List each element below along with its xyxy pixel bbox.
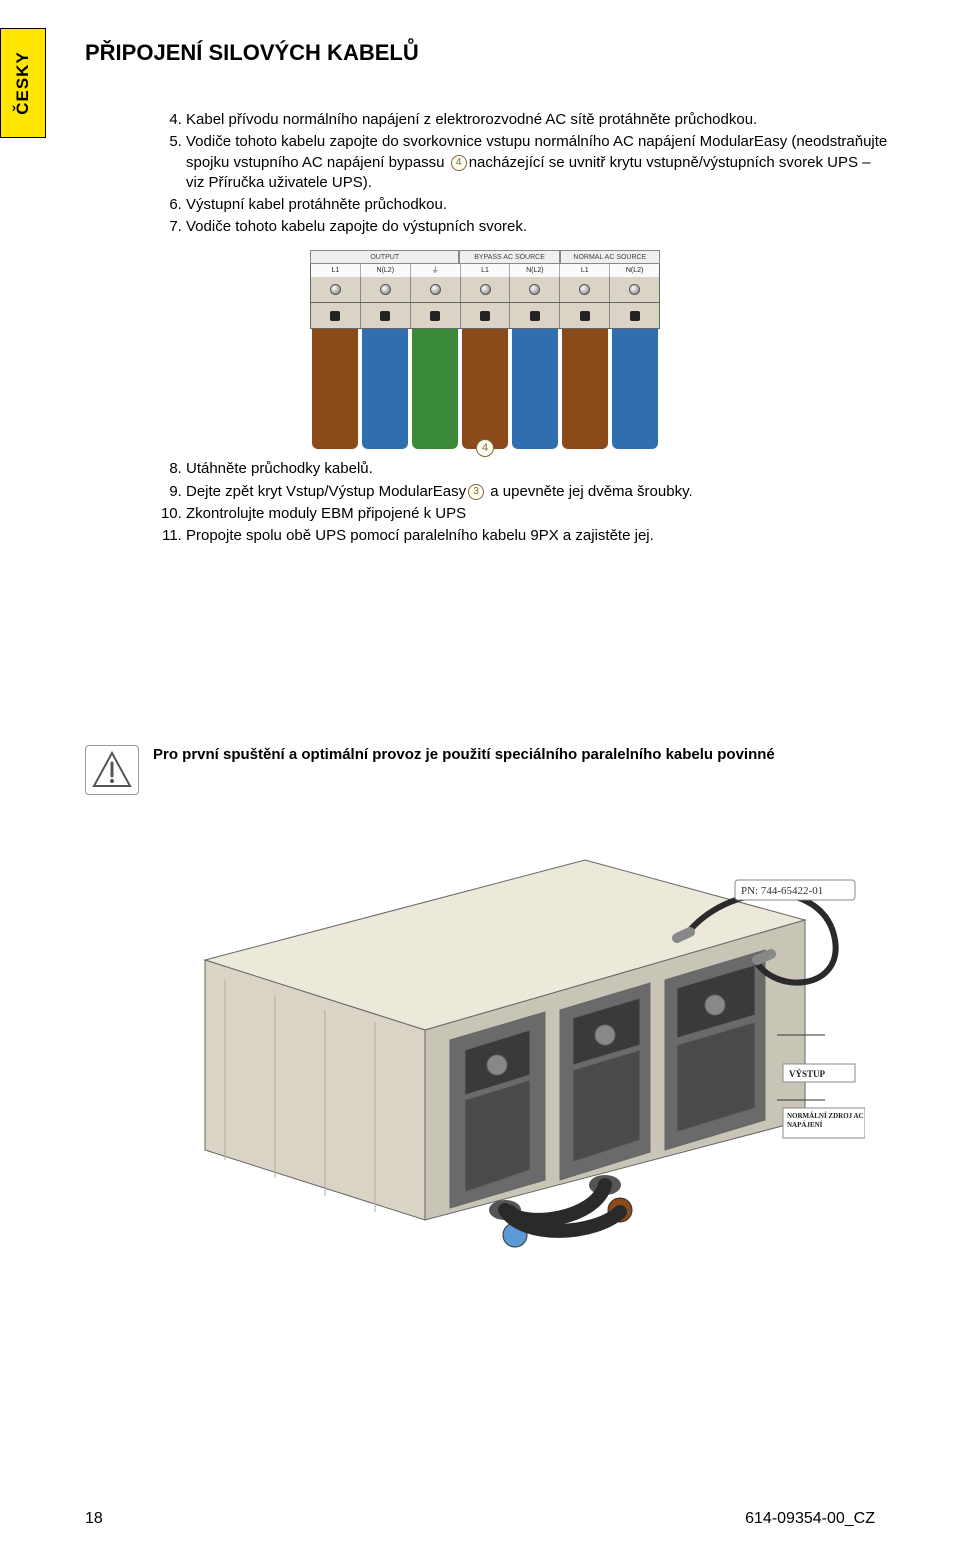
terminal-wire [512,329,558,449]
terminal-screw-row [310,277,660,303]
terminal-wires: 4 [310,329,660,449]
terminal-screw [361,277,411,302]
terminal-entry [361,303,411,328]
instruction-step: Výstupní kabel protáhněte průchodkou. [186,195,890,215]
terminal-wire [462,329,508,449]
terminal-pin-label: L1 [311,264,361,277]
terminal-entry [461,303,511,328]
instruction-step: Zkontrolujte moduly EBM připojené k UPS [186,504,890,524]
terminal-wire [562,329,608,449]
terminal-screw [510,277,560,302]
terminal-pin-label: L1 [560,264,610,277]
doc-id: 614-09354-00_CZ [745,1510,875,1528]
terminal-screw [560,277,610,302]
terminal-entry [411,303,461,328]
instruction-step: Dejte zpět kryt Vstup/Výstup ModularEasy… [186,482,890,502]
instruction-list-a: Kabel přívodu normálního napájení z elek… [160,110,890,238]
terminal-entry [560,303,610,328]
terminal-section: BYPASS AC SOURCE [459,250,559,264]
terminal-pin-labels: L1N(L2)⏚L1N(L2)L1N(L2) [310,264,660,277]
section-title: PŘIPOJENÍ SILOVÝCH KABELŮ [85,40,419,66]
terminal-wire [612,329,658,449]
terminal-pin-label: ⏚ [411,264,461,277]
terminal-wire [412,329,458,449]
notice-block: Pro první spuštění a optimální provoz je… [85,745,890,795]
terminal-screw [610,277,659,302]
terminal-section: NORMAL AC SOURCE [560,250,660,264]
terminal-entry [510,303,560,328]
callout-ref-icon: 4 [451,155,467,171]
terminal-wire [312,329,358,449]
instruction-step: Kabel přívodu normálního napájení z elek… [186,110,890,130]
page-number: 18 [85,1510,103,1528]
instruction-step: Propojte spolu obě UPS pomocí paralelníh… [186,526,890,546]
main-content: Kabel přívodu normálního napájení z elek… [160,110,890,548]
instruction-step: Utáhněte průchodky kabelů. [186,459,890,479]
svg-text:VÝSTUP: VÝSTUP [789,1069,826,1079]
terminal-entry [311,303,361,328]
instruction-list-b: Utáhněte průchodky kabelů. Dejte zpět kry… [160,459,890,546]
terminal-block-figure: OUTPUTBYPASS AC SOURCENORMAL AC SOURCE L… [310,250,660,450]
warning-icon [85,745,139,795]
terminal-wire [362,329,408,449]
callout-ref-icon: 3 [468,484,484,500]
terminal-screw [461,277,511,302]
terminal-entry-row [310,303,660,329]
terminal-pin-label: N(L2) [510,264,560,277]
terminal-screw [311,277,361,302]
terminal-pin-label: N(L2) [610,264,659,277]
svg-text:PN: 744-65422-01: PN: 744-65422-01 [741,885,823,897]
language-label: ČESKY [13,51,33,115]
terminal-section: OUTPUT [310,250,459,264]
callout-4-icon: 4 [476,439,494,457]
terminal-screw [411,277,461,302]
instruction-step: Vodiče tohoto kabelu zapojte do svorkovn… [186,132,890,193]
page-footer: 18 614-09354-00_CZ [85,1510,875,1528]
language-tab: ČESKY [0,28,46,138]
terminal-section-header: OUTPUTBYPASS AC SOURCENORMAL AC SOURCE [310,250,660,264]
instruction-step: Vodiče tohoto kabelu zapojte do výstupní… [186,217,890,237]
ups-rear-figure: PN: 744-65422-01 VÝSTUP NORMÁLNÍ ZDROJ A… [165,840,865,1260]
terminal-pin-label: L1 [461,264,511,277]
terminal-entry [610,303,659,328]
notice-text: Pro první spuštění a optimální provoz je… [153,745,775,765]
terminal-pin-label: N(L2) [361,264,411,277]
